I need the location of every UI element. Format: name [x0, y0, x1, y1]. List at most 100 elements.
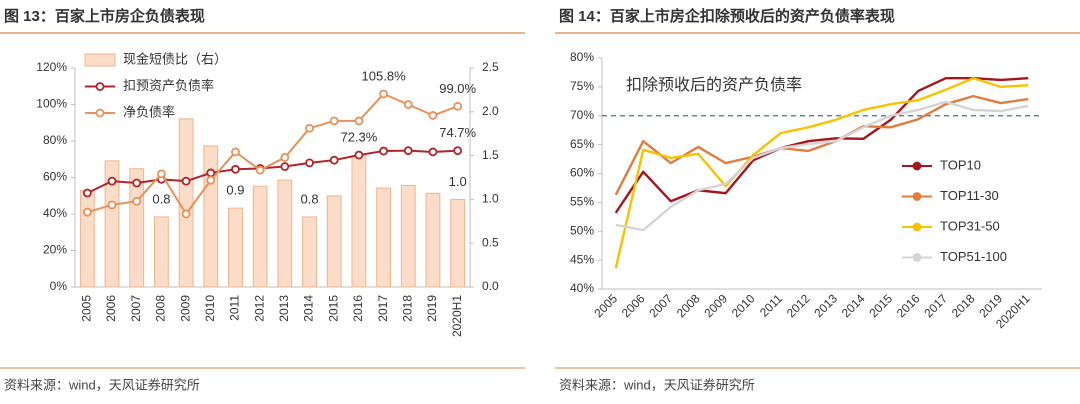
- legend-label: TOP31-50: [940, 218, 1000, 233]
- y-tick-label: 70%: [570, 108, 594, 122]
- y-tick-label: 60%: [43, 170, 67, 184]
- y-tick-label: 100%: [36, 97, 67, 111]
- x-tick-label: 2008: [674, 291, 703, 320]
- bar: [104, 160, 120, 288]
- y2-tick-label: 1.5: [482, 148, 499, 162]
- marker: [428, 147, 438, 157]
- x-tick-label: 2005: [80, 295, 94, 322]
- x-tick-label: 2016: [894, 291, 923, 320]
- bar: [277, 179, 293, 288]
- marker: [453, 101, 463, 111]
- x-tick-label: 2013: [277, 295, 291, 322]
- y-tick-label: 40%: [43, 206, 67, 220]
- x-tick-label: 2014: [302, 295, 316, 322]
- legend-swatch: [84, 53, 116, 67]
- data-label: 74.7%: [439, 125, 476, 140]
- data-label: 0.8: [300, 191, 318, 206]
- legend-label: TOP51-100: [940, 249, 1007, 264]
- bar: [326, 195, 342, 288]
- bar: [450, 198, 466, 288]
- line: [615, 100, 1029, 232]
- legend-label: TOP10: [940, 157, 981, 172]
- legend-label: 现金短债比（右）: [123, 51, 227, 66]
- bar: [228, 207, 243, 288]
- bar: [302, 216, 317, 288]
- bar: [79, 190, 95, 288]
- marker: [280, 162, 290, 171]
- x-tick-label: 2020H1: [450, 295, 464, 337]
- y-tick-label: 0%: [50, 279, 68, 293]
- marker: [305, 123, 314, 133]
- x-tick-label: 2010: [729, 291, 758, 320]
- chart-title: 图 13：百家上市房企负债表现: [4, 7, 205, 25]
- y-tick-label: 20%: [43, 243, 67, 257]
- legend-swatch: [95, 108, 105, 118]
- bar: [376, 187, 392, 288]
- x-tick-label: 2013: [811, 291, 840, 320]
- x-tick-label: 2010: [203, 295, 217, 322]
- legend-label: 净负债率: [123, 104, 175, 119]
- legend-label: TOP11-30: [940, 188, 999, 203]
- x-tick-label: 2006: [619, 291, 648, 320]
- chart-title: 图 14：百家上市房企扣除预收后的资产负债率表现: [559, 7, 895, 25]
- marker: [206, 175, 216, 185]
- data-label: 105.8%: [362, 68, 407, 83]
- y-tick-label: 120%: [36, 60, 67, 74]
- marker: [255, 165, 265, 175]
- marker: [107, 200, 117, 210]
- marker: [329, 155, 339, 165]
- marker: [354, 116, 364, 126]
- y-tick-label: 40%: [570, 281, 594, 295]
- x-tick-label: 2009: [178, 295, 192, 322]
- annotation: 扣除预收后的资产负债率: [626, 76, 802, 94]
- marker: [181, 209, 191, 219]
- marker: [379, 89, 388, 99]
- y-tick-label: 45%: [570, 252, 594, 266]
- x-tick-label: 2018: [400, 295, 414, 322]
- x-tick-label: 2018: [949, 291, 978, 320]
- legend-swatch: [95, 82, 105, 91]
- x-tick-label: 2011: [757, 291, 785, 319]
- marker: [403, 100, 413, 109]
- x-tick-label: 2006: [104, 295, 118, 322]
- y2-tick-label: 2.5: [482, 60, 499, 74]
- source: 资料来源：wind，天风证券研究所: [4, 377, 200, 392]
- marker: [305, 158, 314, 168]
- data-label: 99.0%: [439, 81, 476, 96]
- x-tick-label: 2015: [866, 291, 895, 320]
- x-tick-label: 2019: [425, 295, 439, 322]
- y2-tick-label: 0.5: [482, 235, 499, 249]
- y-tick-label: 80%: [570, 50, 594, 64]
- marker: [82, 188, 92, 198]
- bar: [351, 155, 367, 288]
- x-tick-label: 2017: [376, 295, 390, 322]
- data-label: 1.0: [449, 174, 467, 189]
- x-tick-label: 2012: [784, 291, 813, 320]
- legend-label: 扣预资产负债率: [123, 78, 214, 93]
- marker: [428, 111, 438, 120]
- bar: [203, 145, 219, 288]
- legend-swatch: [912, 253, 922, 262]
- marker: [181, 176, 191, 186]
- bar: [252, 185, 268, 288]
- marker: [231, 147, 240, 157]
- x-tick-label: 2012: [252, 295, 266, 322]
- x-tick-label: 2011: [228, 295, 242, 321]
- y2-tick-label: 2.0: [482, 104, 499, 118]
- source: 资料来源：wind，天风证券研究所: [559, 377, 755, 392]
- x-tick-label: 2005: [591, 291, 620, 320]
- bar: [425, 192, 441, 288]
- x-tick-label: 2014: [839, 291, 868, 320]
- y-tick-label: 80%: [43, 133, 67, 147]
- x-tick-label: 2007: [646, 291, 675, 320]
- data-label: 0.9: [226, 183, 244, 198]
- marker: [280, 153, 290, 162]
- bar: [400, 184, 416, 288]
- marker: [379, 146, 388, 156]
- x-tick-label: 2008: [154, 295, 168, 322]
- marker: [231, 164, 240, 174]
- x-tick-label: 2017: [921, 291, 950, 320]
- data-label: 72.3%: [340, 129, 377, 144]
- line: [614, 94, 1029, 196]
